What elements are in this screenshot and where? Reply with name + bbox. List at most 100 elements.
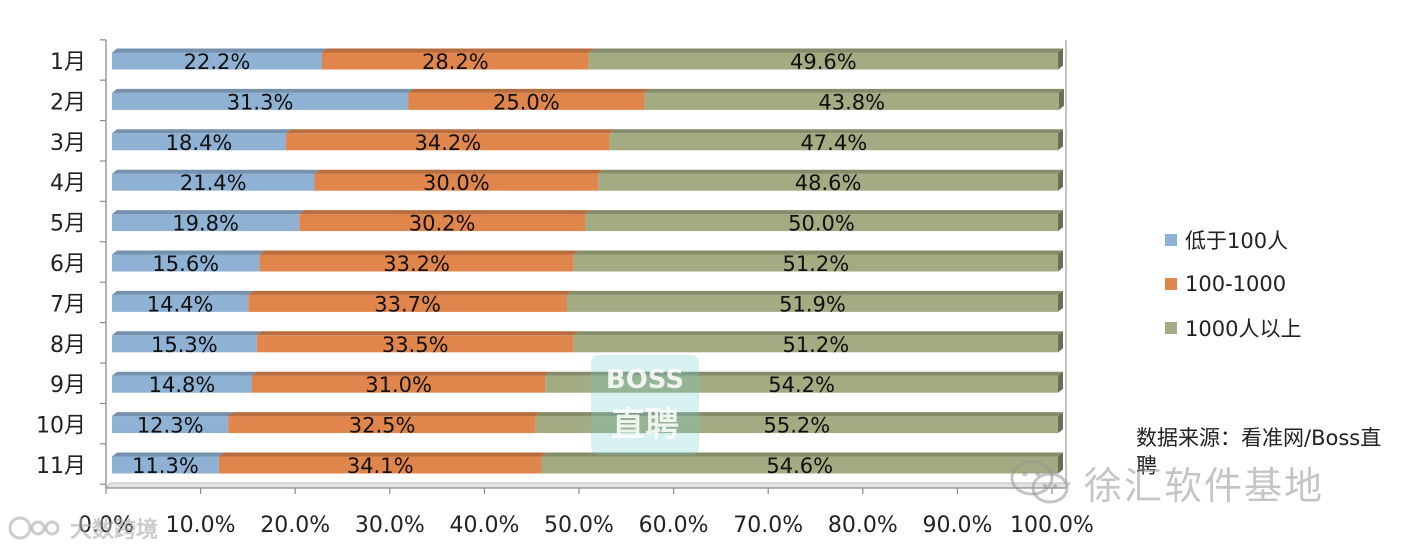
- bar-top-1-6: [248, 290, 573, 295]
- bar-side-2-7: [1058, 331, 1063, 353]
- bar-1-9: [228, 416, 536, 434]
- bar-top-0-4: [112, 210, 305, 215]
- bar-top-1-5: [259, 250, 579, 255]
- bar-0-3: [112, 173, 315, 191]
- boss-watermark-line2: 直聘: [611, 405, 679, 445]
- data-label-1-9: 32.5%: [349, 414, 416, 438]
- bar-2-7: [573, 335, 1058, 353]
- data-label-2-1: 43.8%: [818, 90, 885, 114]
- bar-top-0-2: [112, 129, 292, 134]
- category-label-0: 1月: [50, 50, 86, 75]
- bar-2-4: [585, 214, 1058, 232]
- bar-top-2-9: [535, 412, 1063, 417]
- x-tick-label-0: 0.0%: [78, 513, 134, 538]
- corner-watermark: 大数跨境: [8, 512, 158, 544]
- data-label-2-5: 51.2%: [782, 252, 849, 276]
- bar-top-0-7: [112, 331, 262, 336]
- bar-1-2: [286, 133, 610, 151]
- x-tick-label-6: 60.0%: [639, 513, 709, 538]
- data-label-2-2: 47.4%: [800, 131, 867, 155]
- legend: 低于100人 100-1000 1000人以上: [1165, 218, 1301, 350]
- bar-1-3: [314, 173, 599, 191]
- data-labels: 22.2% 28.2% 49.6% 31.3% 25.0% 43.8% 18.4% 34.2%…: [132, 50, 885, 478]
- bar-top-1-2: [286, 129, 615, 134]
- category-label-7: 8月: [50, 333, 86, 358]
- bar-2-10: [541, 456, 1058, 474]
- category-label-1: 2月: [50, 90, 86, 115]
- data-label-1-2: 34.2%: [414, 131, 481, 155]
- x-tick-label-5: 50.0%: [544, 513, 614, 538]
- bar-top-2-10: [541, 452, 1063, 457]
- corner-logo-icon: [8, 516, 60, 540]
- x-tick-label-3: 30.0%: [355, 513, 425, 538]
- category-label-5: 6月: [50, 252, 86, 277]
- data-label-0-3: 21.4%: [180, 171, 247, 195]
- data-label-1-0: 28.2%: [422, 50, 489, 74]
- bar-0-5: [112, 254, 260, 272]
- bar-top-2-4: [585, 210, 1063, 215]
- data-label-1-10: 34.1%: [347, 454, 414, 478]
- bar-0-2: [112, 133, 287, 151]
- bar-top-1-1: [408, 88, 650, 93]
- data-label-1-5: 33.2%: [383, 252, 450, 276]
- bar-side-2-4: [1058, 210, 1063, 232]
- bar-0-7: [112, 335, 257, 353]
- legend-swatch-2: [1165, 322, 1177, 334]
- bar-2-2: [609, 133, 1058, 151]
- data-label-2-0: 49.6%: [790, 50, 857, 74]
- x-tick-label-8: 80.0%: [828, 513, 898, 538]
- bar-1-4: [299, 214, 585, 232]
- bar-1-8: [252, 375, 546, 393]
- bar-2-3: [598, 173, 1058, 191]
- bar-0-4: [112, 214, 300, 232]
- data-label-0-2: 18.4%: [166, 131, 233, 155]
- data-label-0-9: 12.3%: [137, 414, 204, 438]
- data-label-2-8: 54.2%: [768, 373, 835, 397]
- bar-2-6: [567, 294, 1058, 312]
- bar-top-1-10: [218, 452, 547, 457]
- bar-0-1: [112, 92, 409, 110]
- bar-top-0-0: [112, 48, 328, 53]
- legend-item-1: 100-1000: [1165, 262, 1301, 306]
- bar-1-1: [408, 92, 645, 110]
- bar-top-2-6: [567, 290, 1063, 295]
- bar-top-2-7: [573, 331, 1063, 336]
- bar-top-0-3: [112, 169, 320, 174]
- bar-2-1: [644, 92, 1059, 110]
- bar-side-2-1: [1058, 88, 1064, 110]
- bar-2-0: [588, 52, 1058, 70]
- boss-watermark: BOSS 直聘: [591, 355, 699, 455]
- data-label-1-7: 33.5%: [382, 333, 449, 357]
- bar-top-1-7: [256, 331, 579, 336]
- bar-top-2-2: [609, 129, 1063, 134]
- legend-label-1: 100-1000: [1185, 272, 1287, 296]
- data-label-2-7: 51.2%: [782, 333, 849, 357]
- floor-plane: [105, 482, 1071, 489]
- bar-0-9: [112, 416, 229, 434]
- category-label-6: 7月: [50, 292, 86, 317]
- corner-watermark-text: 大数跨境: [70, 518, 159, 543]
- data-label-1-6: 33.7%: [374, 292, 441, 316]
- data-label-0-8: 14.8%: [149, 373, 216, 397]
- category-label-9: 10月: [36, 414, 86, 439]
- bar-top-1-8: [252, 371, 551, 376]
- data-label-2-4: 50.0%: [788, 212, 855, 236]
- x-tick-label-4: 40.0%: [449, 513, 519, 538]
- bars: [112, 48, 1064, 474]
- axes: 0.0% 10.0% 20.0% 30.0% 40.0% 50.0% 60.0% 70.0% 8…: [36, 39, 1094, 538]
- bar-top-2-8: [545, 371, 1063, 376]
- data-label-2-10: 54.6%: [766, 454, 833, 478]
- bar-top-2-5: [573, 250, 1063, 255]
- x-tick-label-1: 10.0%: [166, 513, 236, 538]
- wechat-watermark: 徐汇软件基地: [1010, 455, 1324, 510]
- data-label-0-10: 11.3%: [132, 454, 199, 478]
- bar-1-7: [256, 335, 574, 353]
- bar-top-0-5: [112, 250, 265, 255]
- data-label-1-3: 30.0%: [423, 171, 490, 195]
- bar-side-2-10: [1058, 452, 1063, 474]
- bar-1-0: [322, 52, 589, 70]
- category-label-3: 4月: [50, 171, 86, 196]
- data-label-0-1: 31.3%: [227, 90, 294, 114]
- category-label-8: 9月: [50, 373, 86, 398]
